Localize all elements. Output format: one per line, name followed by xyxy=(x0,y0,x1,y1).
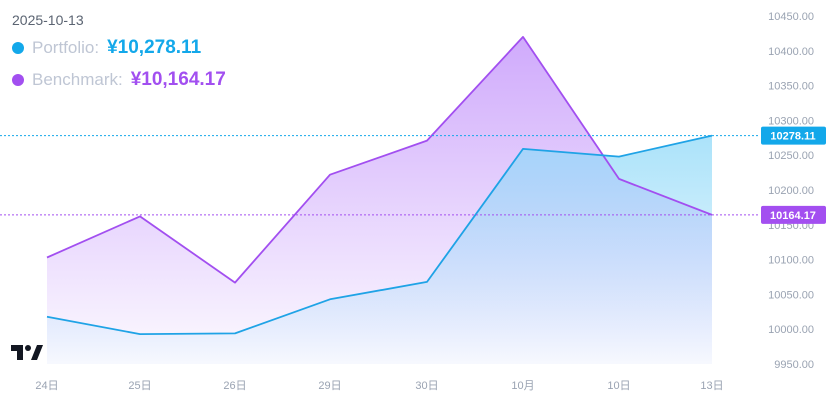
legend-item-portfolio: Portfolio: ¥10,278.11 xyxy=(12,36,226,60)
benchmark-last-value-tag-label: 10164.17 xyxy=(770,210,816,222)
y-tick-label: 10300.00 xyxy=(768,115,814,127)
portfolio-area xyxy=(47,135,712,364)
y-tick-label: 10100.00 xyxy=(768,255,814,267)
y-tick-label: 10000.00 xyxy=(768,324,814,336)
x-tick-label: 13日 xyxy=(700,380,723,392)
x-tick-label: 30日 xyxy=(415,380,438,392)
portfolio-last-value-tag-bg xyxy=(761,126,826,145)
benchmark-last-value-tag: 10164.17 xyxy=(761,205,826,224)
x-tick-label: 24日 xyxy=(35,380,58,392)
y-tick-label: 10250.00 xyxy=(768,150,814,162)
x-tick-label: 29日 xyxy=(318,380,341,392)
x-axis: 24日 25日 26日 29日 30日 10月 10日 13日 xyxy=(35,380,723,392)
benchmark-dot-icon xyxy=(12,74,24,86)
y-axis: 10450.00 10400.00 10350.00 10300.00 10250.00… xyxy=(768,11,814,371)
benchmark-last-value-tag-bg xyxy=(761,205,826,224)
legend-item-benchmark: Benchmark: ¥10,164.17 xyxy=(12,68,226,92)
portfolio-dot-icon xyxy=(12,42,24,54)
tradingview-logo-icon[interactable] xyxy=(10,343,44,368)
y-tick-label: 10400.00 xyxy=(768,46,814,58)
legend-benchmark-value: ¥10,164.17 xyxy=(130,69,226,90)
legend-date: 2025-10-13 xyxy=(12,12,84,28)
legend-benchmark-name: Benchmark: xyxy=(32,70,123,89)
portfolio-line xyxy=(46,134,713,336)
y-tick-label: 10350.00 xyxy=(768,81,814,93)
y-tick-label: 10050.00 xyxy=(768,289,814,301)
x-tick-label: 10日 xyxy=(607,380,630,392)
x-tick-label: 25日 xyxy=(128,380,151,392)
portfolio-last-value-tag-label: 10278.11 xyxy=(770,131,815,143)
y-tick-label: 10200.00 xyxy=(768,185,814,197)
y-tick-label: 10450.00 xyxy=(768,11,814,23)
portfolio-last-value-tag: 10278.11 xyxy=(761,126,826,145)
y-tick-label: 9950.00 xyxy=(774,359,814,371)
x-tick-label: 26日 xyxy=(223,380,246,392)
x-tick-label: 10月 xyxy=(511,380,534,392)
legend: 2025-10-13 Portfolio: ¥10,278.11 Benchma… xyxy=(12,12,226,92)
legend-portfolio-value: ¥10,278.11 xyxy=(107,37,202,58)
legend-portfolio-name: Portfolio: xyxy=(32,38,100,57)
